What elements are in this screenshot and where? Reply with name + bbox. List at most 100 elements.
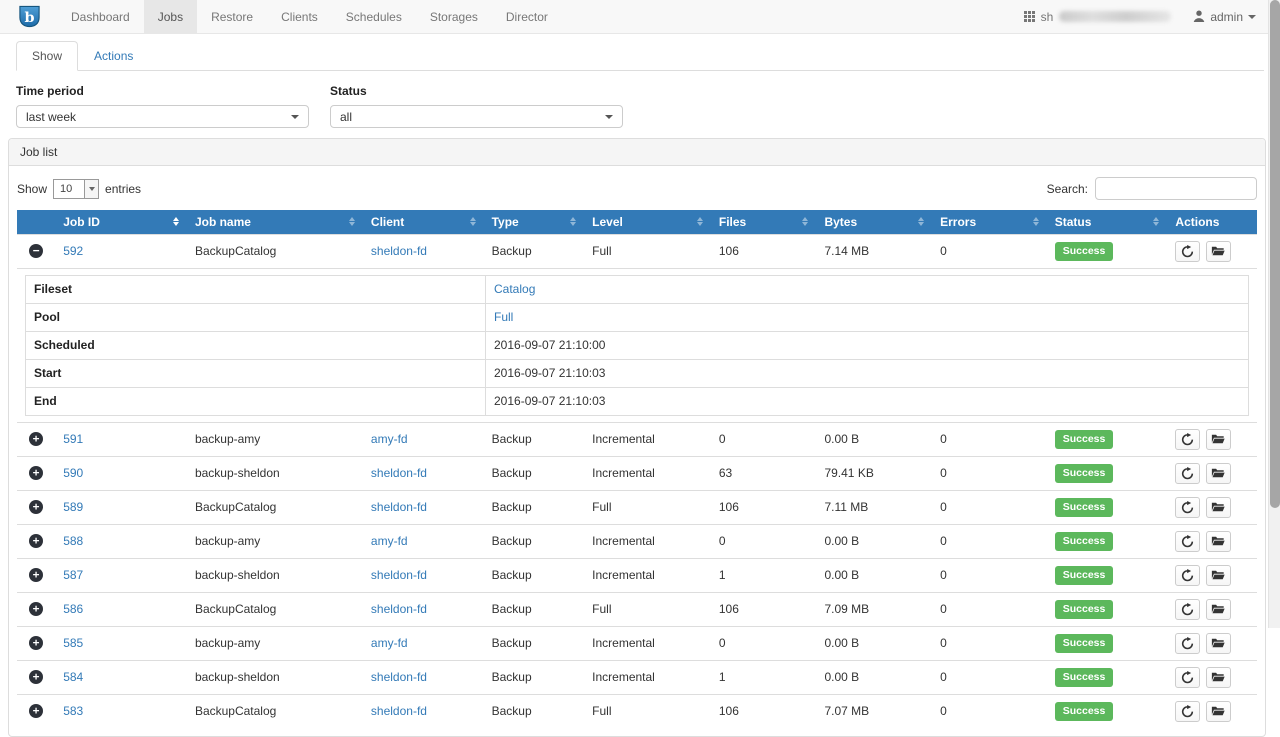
restore-job-button[interactable] — [1205, 462, 1231, 484]
col-client[interactable]: Client — [362, 210, 484, 234]
detail-field-link[interactable]: Full — [494, 309, 514, 324]
restore-job-button[interactable] — [1205, 700, 1231, 722]
scrollbar-thumb[interactable] — [1270, 0, 1280, 508]
rerun-job-button[interactable] — [1175, 666, 1201, 688]
col-type[interactable]: Type — [483, 210, 585, 234]
client-link[interactable]: sheldon-fd — [370, 243, 427, 258]
job-id-link[interactable]: 590 — [63, 465, 84, 480]
job-id-link[interactable]: 587 — [63, 567, 84, 582]
job-id-link[interactable]: 586 — [63, 601, 84, 616]
client-link[interactable]: sheldon-fd — [370, 703, 427, 718]
client-link[interactable]: amy-fd — [370, 431, 408, 446]
rerun-job-button[interactable] — [1175, 564, 1201, 586]
chevron-down-icon — [291, 114, 299, 119]
client-link[interactable]: sheldon-fd — [370, 465, 427, 480]
expand-toggle-icon[interactable]: + — [29, 534, 44, 548]
job-id-link[interactable]: 585 — [63, 635, 84, 650]
bareos-logo[interactable]: b — [0, 0, 57, 33]
director-host-selector[interactable]: sh — [1023, 10, 1172, 24]
restore-job-button[interactable] — [1205, 598, 1231, 620]
status-badge: Success — [1054, 633, 1114, 653]
sort-icon — [802, 217, 809, 227]
restore-job-button[interactable] — [1205, 666, 1231, 688]
nav-item-schedules[interactable]: Schedules — [345, 9, 402, 24]
files-cell: 63 — [710, 455, 817, 490]
col-errors[interactable]: Errors — [932, 210, 1047, 234]
rerun-job-button[interactable] — [1175, 700, 1201, 722]
job-name-cell: backup-amy — [186, 523, 363, 558]
job-id-link[interactable]: 584 — [63, 669, 84, 684]
client-link[interactable]: sheldon-fd — [370, 601, 427, 616]
col-bytes[interactable]: Bytes — [816, 210, 933, 234]
restore-job-button[interactable] — [1205, 632, 1231, 654]
detail-field-label: Fileset — [25, 274, 486, 304]
col-job-name[interactable]: Job name — [186, 210, 363, 234]
job-table-row: + 588 backup-amy amy-fd Backup Increment… — [17, 523, 1257, 558]
client-link[interactable]: sheldon-fd — [370, 499, 427, 514]
expand-toggle-icon[interactable]: + — [29, 670, 44, 684]
svg-text:b: b — [24, 10, 34, 26]
rerun-job-button[interactable] — [1175, 632, 1201, 654]
nav-item-restore[interactable]: Restore — [211, 9, 254, 24]
chevron-down-icon — [1248, 14, 1256, 19]
expand-toggle-icon[interactable]: + — [29, 568, 44, 582]
job-id-link[interactable]: 583 — [63, 703, 84, 718]
col-level[interactable]: Level — [584, 210, 711, 234]
detail-field-label: Pool — [25, 302, 486, 332]
col-job-id[interactable]: Job ID — [55, 210, 187, 234]
job-id-link[interactable]: 589 — [63, 499, 84, 514]
errors-cell: 0 — [932, 523, 1047, 558]
nav-item-dashboard[interactable]: Dashboard — [71, 9, 130, 24]
restore-job-button[interactable] — [1205, 240, 1231, 262]
tab-show[interactable]: Show — [16, 41, 79, 71]
expand-toggle-icon[interactable]: + — [29, 602, 44, 616]
rerun-job-button[interactable] — [1175, 530, 1201, 552]
client-link[interactable]: sheldon-fd — [370, 567, 427, 582]
job-table-row: + 586 BackupCatalog sheldon-fd Backup Fu… — [17, 591, 1257, 626]
level-cell: Incremental — [584, 625, 711, 660]
time-period-select[interactable]: last week — [16, 105, 309, 128]
nav-item-storages[interactable]: Storages — [429, 9, 478, 24]
expand-toggle-icon[interactable]: + — [29, 466, 44, 480]
rerun-job-button[interactable] — [1175, 462, 1201, 484]
sort-icon — [696, 217, 703, 227]
rerun-icon — [1182, 670, 1194, 683]
client-link[interactable]: amy-fd — [370, 635, 408, 650]
rerun-job-button[interactable] — [1175, 240, 1201, 262]
rerun-job-button[interactable] — [1175, 428, 1201, 450]
restore-job-button[interactable] — [1205, 564, 1231, 586]
entries-control: Show 10 entries — [17, 178, 141, 199]
search-input[interactable] — [1095, 177, 1257, 200]
entries-select[interactable]: 10 — [53, 178, 100, 199]
status-select[interactable]: all — [330, 105, 623, 128]
job-id-link[interactable]: 592 — [63, 243, 84, 258]
tab-actions[interactable]: Actions — [94, 49, 134, 63]
nav-item-jobs[interactable]: Jobs — [143, 0, 198, 33]
client-link[interactable]: amy-fd — [370, 533, 408, 548]
expand-toggle-icon[interactable]: + — [29, 636, 44, 650]
level-cell: Full — [584, 233, 711, 268]
rerun-icon — [1182, 568, 1194, 581]
folder-open-icon — [1212, 434, 1225, 444]
job-id-link[interactable]: 591 — [63, 431, 84, 446]
expand-toggle-icon[interactable]: + — [29, 432, 44, 446]
job-id-link[interactable]: 588 — [63, 533, 84, 548]
nav-item-director[interactable]: Director — [505, 9, 548, 24]
restore-job-button[interactable] — [1205, 496, 1231, 518]
user-menu[interactable]: admin — [1193, 10, 1256, 24]
folder-open-icon — [1212, 570, 1225, 580]
expand-toggle-icon[interactable]: + — [29, 704, 44, 718]
expand-toggle-icon[interactable]: + — [29, 500, 44, 514]
rerun-icon — [1182, 534, 1194, 547]
restore-job-button[interactable] — [1205, 428, 1231, 450]
nav-item-clients[interactable]: Clients — [281, 9, 318, 24]
rerun-job-button[interactable] — [1175, 598, 1201, 620]
expand-toggle-icon[interactable]: − — [29, 244, 44, 258]
restore-job-button[interactable] — [1205, 530, 1231, 552]
col-status[interactable]: Status — [1046, 210, 1168, 234]
detail-body: Fileset Catalog Pool Full Scheduled 2016-09-0… — [25, 274, 1249, 416]
detail-field-link[interactable]: Catalog — [494, 281, 536, 296]
client-link[interactable]: sheldon-fd — [370, 669, 427, 684]
col-files[interactable]: Files — [710, 210, 817, 234]
rerun-job-button[interactable] — [1175, 496, 1201, 518]
